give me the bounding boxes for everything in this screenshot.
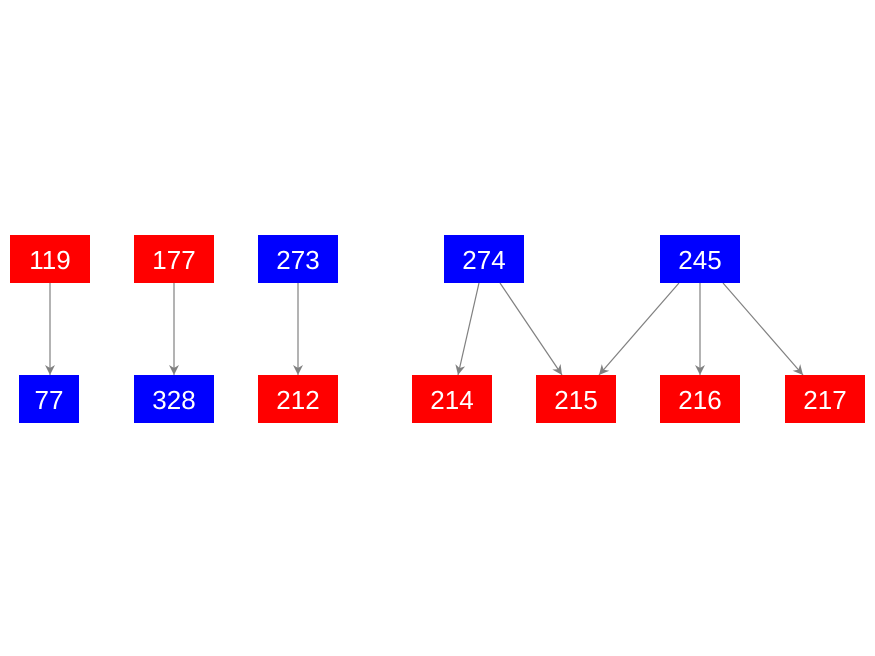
node-box xyxy=(444,235,524,283)
node-box xyxy=(660,375,740,423)
node-label: 217 xyxy=(803,385,846,415)
node-label: 274 xyxy=(462,245,505,275)
node-box xyxy=(258,375,338,423)
node-212: 212 xyxy=(258,375,338,423)
node-box xyxy=(19,375,79,423)
node-label: 212 xyxy=(276,385,319,415)
node-217: 217 xyxy=(785,375,865,423)
node-label: 328 xyxy=(152,385,195,415)
node-119: 119 xyxy=(10,235,90,283)
node-177: 177 xyxy=(134,235,214,283)
node-label: 119 xyxy=(29,245,70,275)
node-274: 274 xyxy=(444,235,524,283)
edge-274-to-214 xyxy=(455,282,480,376)
node-328: 328 xyxy=(134,375,214,423)
node-box xyxy=(134,375,214,423)
edge-274-to-215 xyxy=(499,282,563,376)
node-box xyxy=(10,235,90,283)
node-77: 77 xyxy=(19,375,79,423)
node-box xyxy=(134,235,214,283)
node-label: 215 xyxy=(554,385,597,415)
node-215: 215 xyxy=(536,375,616,423)
node-214: 214 xyxy=(412,375,492,423)
node-box xyxy=(258,235,338,283)
node-label: 216 xyxy=(678,385,721,415)
node-label: 273 xyxy=(276,245,319,275)
node-label: 77 xyxy=(35,385,64,415)
node-box xyxy=(536,375,616,423)
edge-245-to-215 xyxy=(598,282,680,376)
node-245: 245 xyxy=(660,235,740,283)
node-216: 216 xyxy=(660,375,740,423)
node-label: 177 xyxy=(152,245,195,275)
edge-245-to-217 xyxy=(722,282,804,376)
node-label: 214 xyxy=(430,385,473,415)
node-box xyxy=(660,235,740,283)
node-273: 273 xyxy=(258,235,338,283)
node-label: 245 xyxy=(678,245,721,275)
node-box xyxy=(785,375,865,423)
node-box xyxy=(412,375,492,423)
